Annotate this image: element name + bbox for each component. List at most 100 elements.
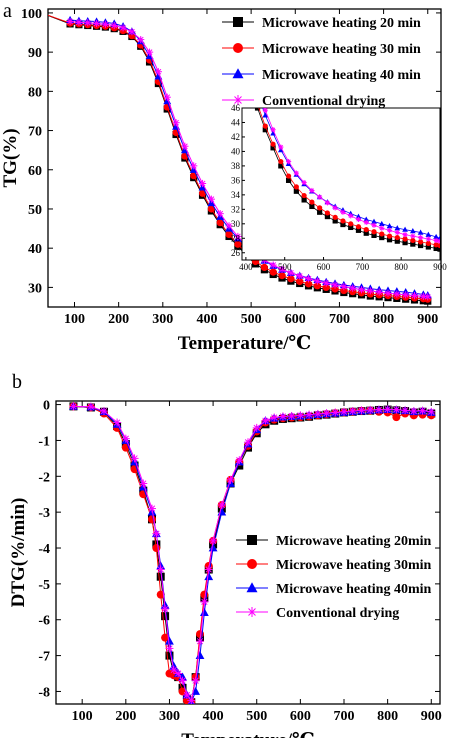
data-point bbox=[128, 28, 136, 36]
data-point bbox=[156, 590, 165, 599]
inset-y-tick-label: 44 bbox=[231, 117, 241, 127]
inset-data-point bbox=[437, 242, 440, 249]
legend-marker bbox=[247, 535, 257, 545]
inset-data-point bbox=[433, 237, 439, 244]
data-point bbox=[113, 418, 122, 427]
inset-data-point bbox=[378, 220, 385, 227]
inset-series-3 bbox=[239, 29, 440, 244]
series-1 bbox=[69, 402, 436, 704]
data-point bbox=[234, 240, 242, 248]
data-point bbox=[161, 633, 170, 642]
data-point bbox=[178, 676, 187, 685]
x-tick-label: 300 bbox=[159, 709, 180, 724]
legend-marker bbox=[247, 607, 257, 617]
inset-chart: 400 500 600 700 800 900 26 28 30 32 34 36 38 40 42 44 46 bbox=[231, 29, 447, 272]
inset-data-point bbox=[285, 173, 292, 179]
x-tick-label: 200 bbox=[108, 312, 129, 327]
inset-data-point bbox=[348, 221, 354, 227]
data-point bbox=[322, 409, 331, 418]
data-point bbox=[349, 284, 357, 292]
inset-data-point bbox=[433, 233, 439, 240]
plot-frame bbox=[55, 400, 441, 705]
inset-data-point bbox=[379, 231, 385, 237]
y-tick-label: 50 bbox=[28, 203, 42, 218]
inset-x-tick-label: 500 bbox=[278, 262, 292, 272]
data-point bbox=[366, 287, 374, 295]
data-point bbox=[402, 291, 410, 299]
data-point bbox=[137, 35, 145, 44]
legend-label: Microwave heating 40min bbox=[276, 582, 431, 597]
inset-data-point bbox=[239, 29, 244, 34]
data-point bbox=[304, 280, 313, 288]
legend: Microwave heating 20min Microwave heating… bbox=[236, 534, 431, 621]
data-point bbox=[187, 696, 196, 704]
inset-data-point bbox=[355, 216, 362, 223]
data-point bbox=[172, 119, 180, 127]
x-tick-label: 800 bbox=[373, 312, 394, 327]
legend-label: Microwave heating 40 min bbox=[262, 68, 421, 83]
data-point bbox=[130, 454, 139, 463]
data-point bbox=[269, 268, 277, 276]
data-point bbox=[148, 504, 156, 513]
data-point bbox=[204, 565, 213, 574]
data-point bbox=[200, 597, 209, 606]
data-point bbox=[260, 263, 268, 271]
inset-data-point bbox=[386, 222, 393, 229]
inset-x-tick-label: 400 bbox=[239, 262, 253, 272]
y-tick-label: -3 bbox=[38, 506, 50, 521]
legend-marker bbox=[247, 559, 257, 569]
data-point bbox=[178, 687, 187, 696]
inset-data-point bbox=[340, 221, 346, 228]
inset-data-point bbox=[332, 205, 338, 211]
inset-data-point bbox=[332, 214, 338, 220]
inset-data-point bbox=[371, 229, 377, 235]
data-point bbox=[401, 406, 410, 415]
data-point bbox=[305, 410, 314, 419]
data-point bbox=[296, 272, 304, 280]
inset-data-point bbox=[301, 192, 307, 199]
inset-data-point bbox=[247, 80, 252, 85]
x-tick-label: 700 bbox=[329, 312, 350, 327]
inset-y-tick-label: 28 bbox=[231, 233, 241, 243]
data-point bbox=[366, 405, 375, 414]
inset-data-point bbox=[340, 209, 346, 215]
panel-a-letter: a bbox=[3, 0, 12, 22]
data-point bbox=[66, 17, 74, 26]
data-point bbox=[119, 24, 127, 32]
data-point bbox=[287, 269, 295, 277]
inset-data-point bbox=[433, 242, 439, 248]
data-point bbox=[296, 277, 304, 286]
y-tick-label: -2 bbox=[38, 470, 50, 485]
y-tick-label: 70 bbox=[28, 125, 42, 140]
data-point bbox=[392, 413, 401, 422]
inset-data-point bbox=[270, 127, 276, 133]
data-point bbox=[340, 407, 348, 416]
inset-data-point bbox=[433, 245, 439, 252]
data-point bbox=[207, 195, 215, 203]
inset-y-tick-label: 36 bbox=[231, 175, 241, 185]
data-point bbox=[121, 434, 130, 443]
inset-y-tick-label: 40 bbox=[231, 146, 241, 156]
data-point bbox=[217, 500, 226, 509]
data-point bbox=[191, 676, 200, 685]
inset-data-point bbox=[270, 130, 276, 136]
data-point bbox=[216, 219, 224, 227]
data-point bbox=[331, 281, 339, 289]
inset-y-tick-label: 42 bbox=[231, 132, 240, 142]
inset-data-point bbox=[402, 232, 408, 238]
inset-data-point bbox=[410, 241, 416, 247]
data-point bbox=[92, 19, 101, 28]
data-point bbox=[392, 405, 401, 414]
data-point bbox=[287, 275, 295, 283]
inset-data-point bbox=[425, 244, 431, 250]
inset-data-point bbox=[379, 234, 385, 241]
x-tick-label: 400 bbox=[203, 709, 224, 724]
data-point bbox=[235, 456, 244, 465]
inset-data-point bbox=[278, 158, 284, 165]
data-point bbox=[331, 408, 340, 417]
data-point bbox=[244, 438, 252, 447]
data-point bbox=[304, 275, 313, 283]
inset-data-point bbox=[437, 235, 440, 241]
x-tick-label: 700 bbox=[334, 709, 355, 724]
